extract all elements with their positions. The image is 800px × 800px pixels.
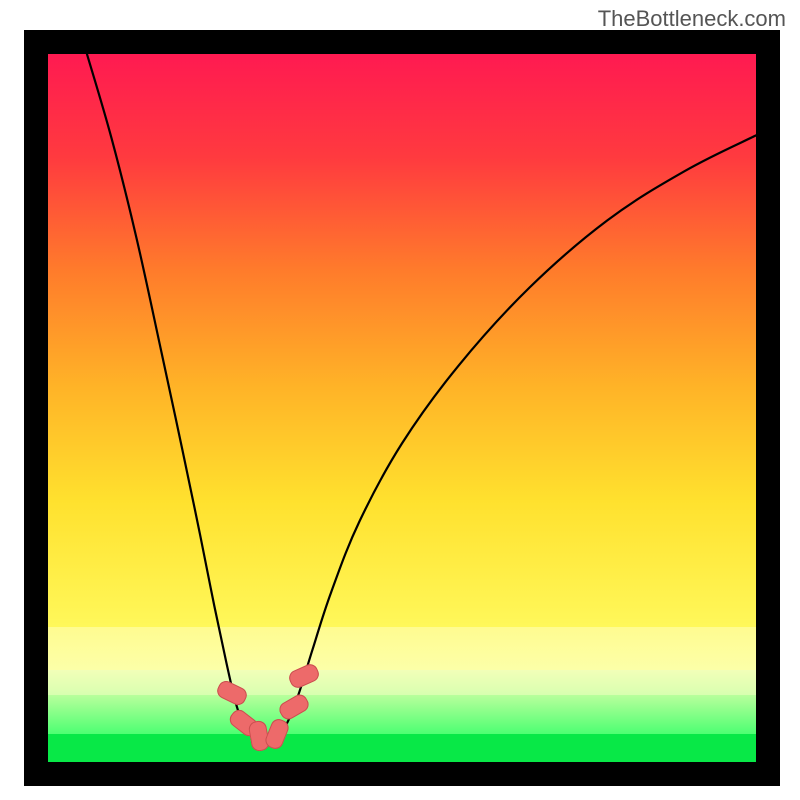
chart-plot-area	[48, 54, 756, 762]
curve-marker-4	[276, 691, 311, 722]
curve-marker-3	[263, 716, 291, 751]
watermark-text: TheBottleneck.com	[598, 6, 786, 32]
curve-markers-layer	[48, 54, 756, 762]
curve-marker-5	[287, 661, 322, 690]
curve-marker-0	[215, 679, 250, 708]
